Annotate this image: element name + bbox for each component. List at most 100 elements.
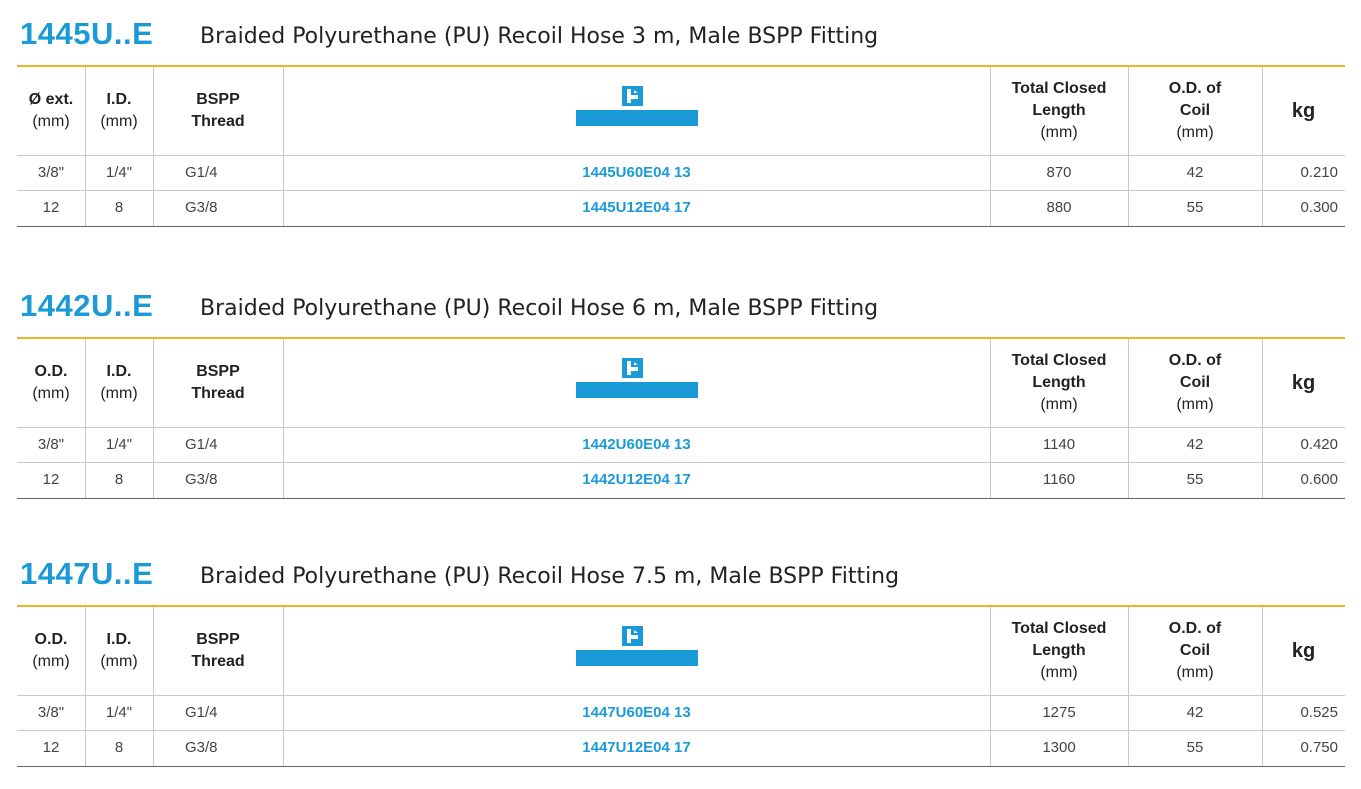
row-rule [17, 427, 1345, 428]
row-rule [17, 155, 1345, 156]
header-unit: (mm) [32, 653, 70, 670]
column-rule [1262, 339, 1263, 498]
table-cell: 0.420 [1300, 436, 1338, 453]
header-cell: Total Closed Length (mm) [990, 607, 1128, 695]
header-label: Total Closed [1011, 352, 1107, 369]
table-cell: G3/8 [185, 739, 218, 756]
top-rule [17, 337, 1345, 339]
table-cell: G3/8 [185, 199, 218, 216]
bottom-rule [17, 766, 1345, 767]
table-cell: 870 [1046, 164, 1072, 181]
header-label: Total Closed [1011, 620, 1107, 637]
header-unit: (mm) [100, 385, 138, 402]
column-rule [85, 339, 86, 498]
header-unit: (mm) [100, 113, 138, 130]
column-rule [283, 67, 284, 226]
product-number: 1442U12E04 17 [582, 471, 691, 488]
header-label: I.D. [106, 363, 132, 380]
product-number: 1445U60E04 13 [582, 164, 691, 181]
header-label: O.D. of [1168, 352, 1222, 369]
column-rule [990, 339, 991, 498]
product-number: 1447U60E04 13 [582, 704, 691, 721]
table-cell: 1/4" [105, 436, 133, 453]
table-cell: 55 [1186, 199, 1204, 216]
top-rule [17, 65, 1345, 67]
column-rule [283, 339, 284, 498]
header-label: O.D. [34, 363, 68, 380]
product-code: 1442U..E [20, 288, 154, 323]
header-label: Length [1032, 642, 1086, 659]
header-label: Thread [191, 653, 245, 670]
header-cell: BSPP Thread [153, 67, 283, 155]
header-label: Thread [191, 385, 245, 402]
header-unit: (mm) [100, 653, 138, 670]
table-cell: 8 [114, 471, 124, 488]
table-cell: G1/4 [185, 704, 218, 721]
table-cell: 3/8" [37, 164, 65, 181]
header-unit: (mm) [1040, 664, 1078, 681]
header-label: Coil [1179, 374, 1211, 391]
row-rule [17, 695, 1345, 696]
section: 1445U..E Braided Polyurethane (PU) Recoil… [0, 0, 1361, 250]
table-cell: 8 [114, 739, 124, 756]
column-rule [153, 67, 154, 226]
table-cell: 55 [1186, 739, 1204, 756]
header-label: I.D. [106, 91, 132, 108]
header-cell: BSPP Thread [153, 339, 283, 427]
column-rule [85, 607, 86, 766]
column-rule [1128, 67, 1129, 226]
icon [576, 358, 698, 398]
row-rule [17, 190, 1345, 191]
icon [576, 626, 698, 666]
product-code: 1445U..E [20, 16, 154, 51]
column-rule [990, 607, 991, 766]
product-number: 1445U12E04 17 [582, 199, 691, 216]
section: 1442U..E Braided Polyurethane (PU) Recoil… [0, 272, 1361, 522]
header-cell: kg [1262, 67, 1345, 155]
header-label: O.D. of [1168, 620, 1222, 637]
header-cell: BSPP Thread [153, 607, 283, 695]
section-title: Braided Polyurethane (PU) Recoil Hose 6 … [200, 296, 879, 321]
table-cell: 1300 [1042, 739, 1076, 756]
column-icon [576, 86, 698, 126]
header-label: BSPP [196, 363, 240, 380]
column-rule [1128, 339, 1129, 498]
table-cell: 55 [1186, 471, 1204, 488]
section: 1447U..E Braided Polyurethane (PU) Recoil… [0, 540, 1361, 789]
table-cell: 0.210 [1300, 164, 1338, 181]
header-label: I.D. [106, 631, 132, 648]
row-rule [17, 730, 1345, 731]
table-cell: 1140 [1042, 436, 1076, 453]
header-cell: O.D. (mm) [17, 607, 85, 695]
column-icon [576, 626, 698, 666]
table-cell: 0.300 [1300, 199, 1338, 216]
column-rule [990, 67, 991, 226]
table-cell: 1/4" [105, 704, 133, 721]
header-unit: (mm) [32, 385, 70, 402]
table-cell: 0.525 [1300, 704, 1338, 721]
header-cell: kg [1262, 339, 1345, 427]
table-cell: 3/8" [37, 704, 65, 721]
table-cell: 8 [114, 199, 124, 216]
table-cell: 1/4" [105, 164, 133, 181]
table-cell: 1160 [1042, 471, 1076, 488]
table-cell: 0.600 [1300, 471, 1338, 488]
table-cell: 42 [1186, 164, 1204, 181]
table-cell: 42 [1186, 704, 1204, 721]
icon [576, 86, 698, 126]
table-cell: 42 [1186, 436, 1204, 453]
header-unit: (mm) [1176, 664, 1214, 681]
header-label: Length [1032, 374, 1086, 391]
header-unit: (mm) [32, 113, 70, 130]
table-cell: G1/4 [185, 164, 218, 181]
column-rule [153, 339, 154, 498]
section-title: Braided Polyurethane (PU) Recoil Hose 3 … [200, 24, 879, 49]
header-cell: Ø ext. (mm) [17, 67, 85, 155]
bottom-rule [17, 226, 1345, 227]
header-label: O.D. [34, 631, 68, 648]
header-label: Thread [191, 113, 245, 130]
column-rule [1128, 607, 1129, 766]
top-rule [17, 605, 1345, 607]
table-cell: 1275 [1042, 704, 1076, 721]
header-unit: (mm) [1040, 124, 1078, 141]
